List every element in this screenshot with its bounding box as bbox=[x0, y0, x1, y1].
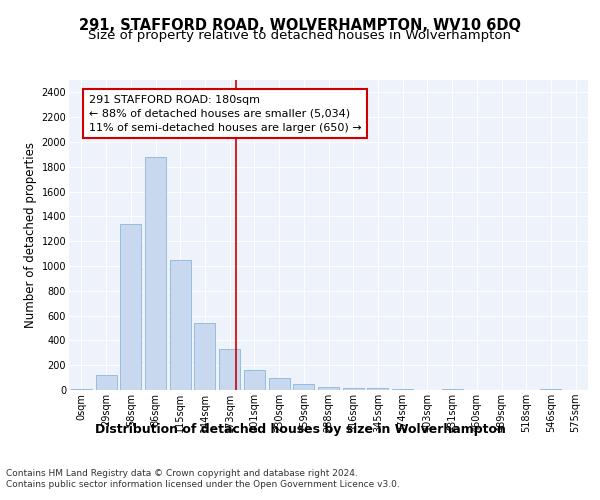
Bar bbox=[269, 378, 290, 390]
Y-axis label: Number of detached properties: Number of detached properties bbox=[25, 142, 37, 328]
Bar bbox=[71, 389, 92, 390]
Text: 291, STAFFORD ROAD, WOLVERHAMPTON, WV10 6DQ: 291, STAFFORD ROAD, WOLVERHAMPTON, WV10 … bbox=[79, 18, 521, 32]
Bar bbox=[318, 387, 339, 390]
Bar bbox=[120, 224, 141, 390]
Bar bbox=[343, 388, 364, 390]
Bar bbox=[170, 260, 191, 390]
Text: Contains public sector information licensed under the Open Government Licence v3: Contains public sector information licen… bbox=[6, 480, 400, 489]
Text: Distribution of detached houses by size in Wolverhampton: Distribution of detached houses by size … bbox=[95, 422, 505, 436]
Bar bbox=[392, 389, 413, 390]
Text: 291 STAFFORD ROAD: 180sqm
← 88% of detached houses are smaller (5,034)
11% of se: 291 STAFFORD ROAD: 180sqm ← 88% of detac… bbox=[89, 95, 361, 133]
Bar bbox=[293, 384, 314, 390]
Bar bbox=[219, 349, 240, 390]
Bar bbox=[145, 157, 166, 390]
Bar bbox=[244, 370, 265, 390]
Bar bbox=[194, 323, 215, 390]
Text: Contains HM Land Registry data © Crown copyright and database right 2024.: Contains HM Land Registry data © Crown c… bbox=[6, 469, 358, 478]
Text: Size of property relative to detached houses in Wolverhampton: Size of property relative to detached ho… bbox=[89, 29, 511, 42]
Bar bbox=[367, 388, 388, 390]
Bar bbox=[95, 375, 116, 390]
